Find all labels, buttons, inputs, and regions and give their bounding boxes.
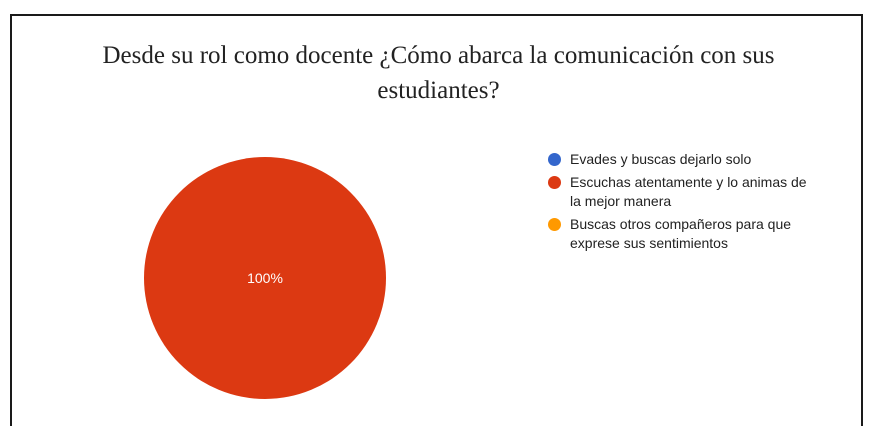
legend-label-2: Buscas otros compañeros para que exprese … [570,215,848,253]
chart-title: Desde su rol como docente ¿Cómo abarca l… [12,38,865,108]
chart-frame: Desde su rol como docente ¿Cómo abarca l… [10,14,863,426]
legend-label-line: la mejor manera [570,193,672,209]
legend-label-0: Evades y buscas dejarlo solo [570,150,848,169]
legend-item-0: Evades y buscas dejarlo solo [548,150,848,169]
legend-marker-2 [548,218,561,231]
legend-label-line: Evades y buscas dejarlo solo [570,151,752,167]
chart-title-line-1: Desde su rol como docente ¿Cómo abarca l… [102,42,775,69]
chart-title-line-2: estudiantes? [377,77,500,104]
legend-marker-0 [548,153,561,166]
legend-label-line: exprese sus sentimientos [570,235,728,251]
legend-label-line: Buscas otros compañeros para que [570,216,792,232]
chart-legend: Evades y buscas dejarlo solo Escuchas ate… [548,150,848,257]
pie-slice-1 [144,157,386,399]
legend-marker-1 [548,176,561,189]
pie-chart: 100% [144,157,386,399]
pie-slice-label-1: 100% [247,270,283,286]
legend-label-line: Escuchas atentamente y lo animas de [570,174,807,190]
legend-item-2: Buscas otros compañeros para que exprese … [548,215,848,253]
legend-label-1: Escuchas atentamente y lo animas de la me… [570,173,848,211]
legend-item-1: Escuchas atentamente y lo animas de la me… [548,173,848,211]
